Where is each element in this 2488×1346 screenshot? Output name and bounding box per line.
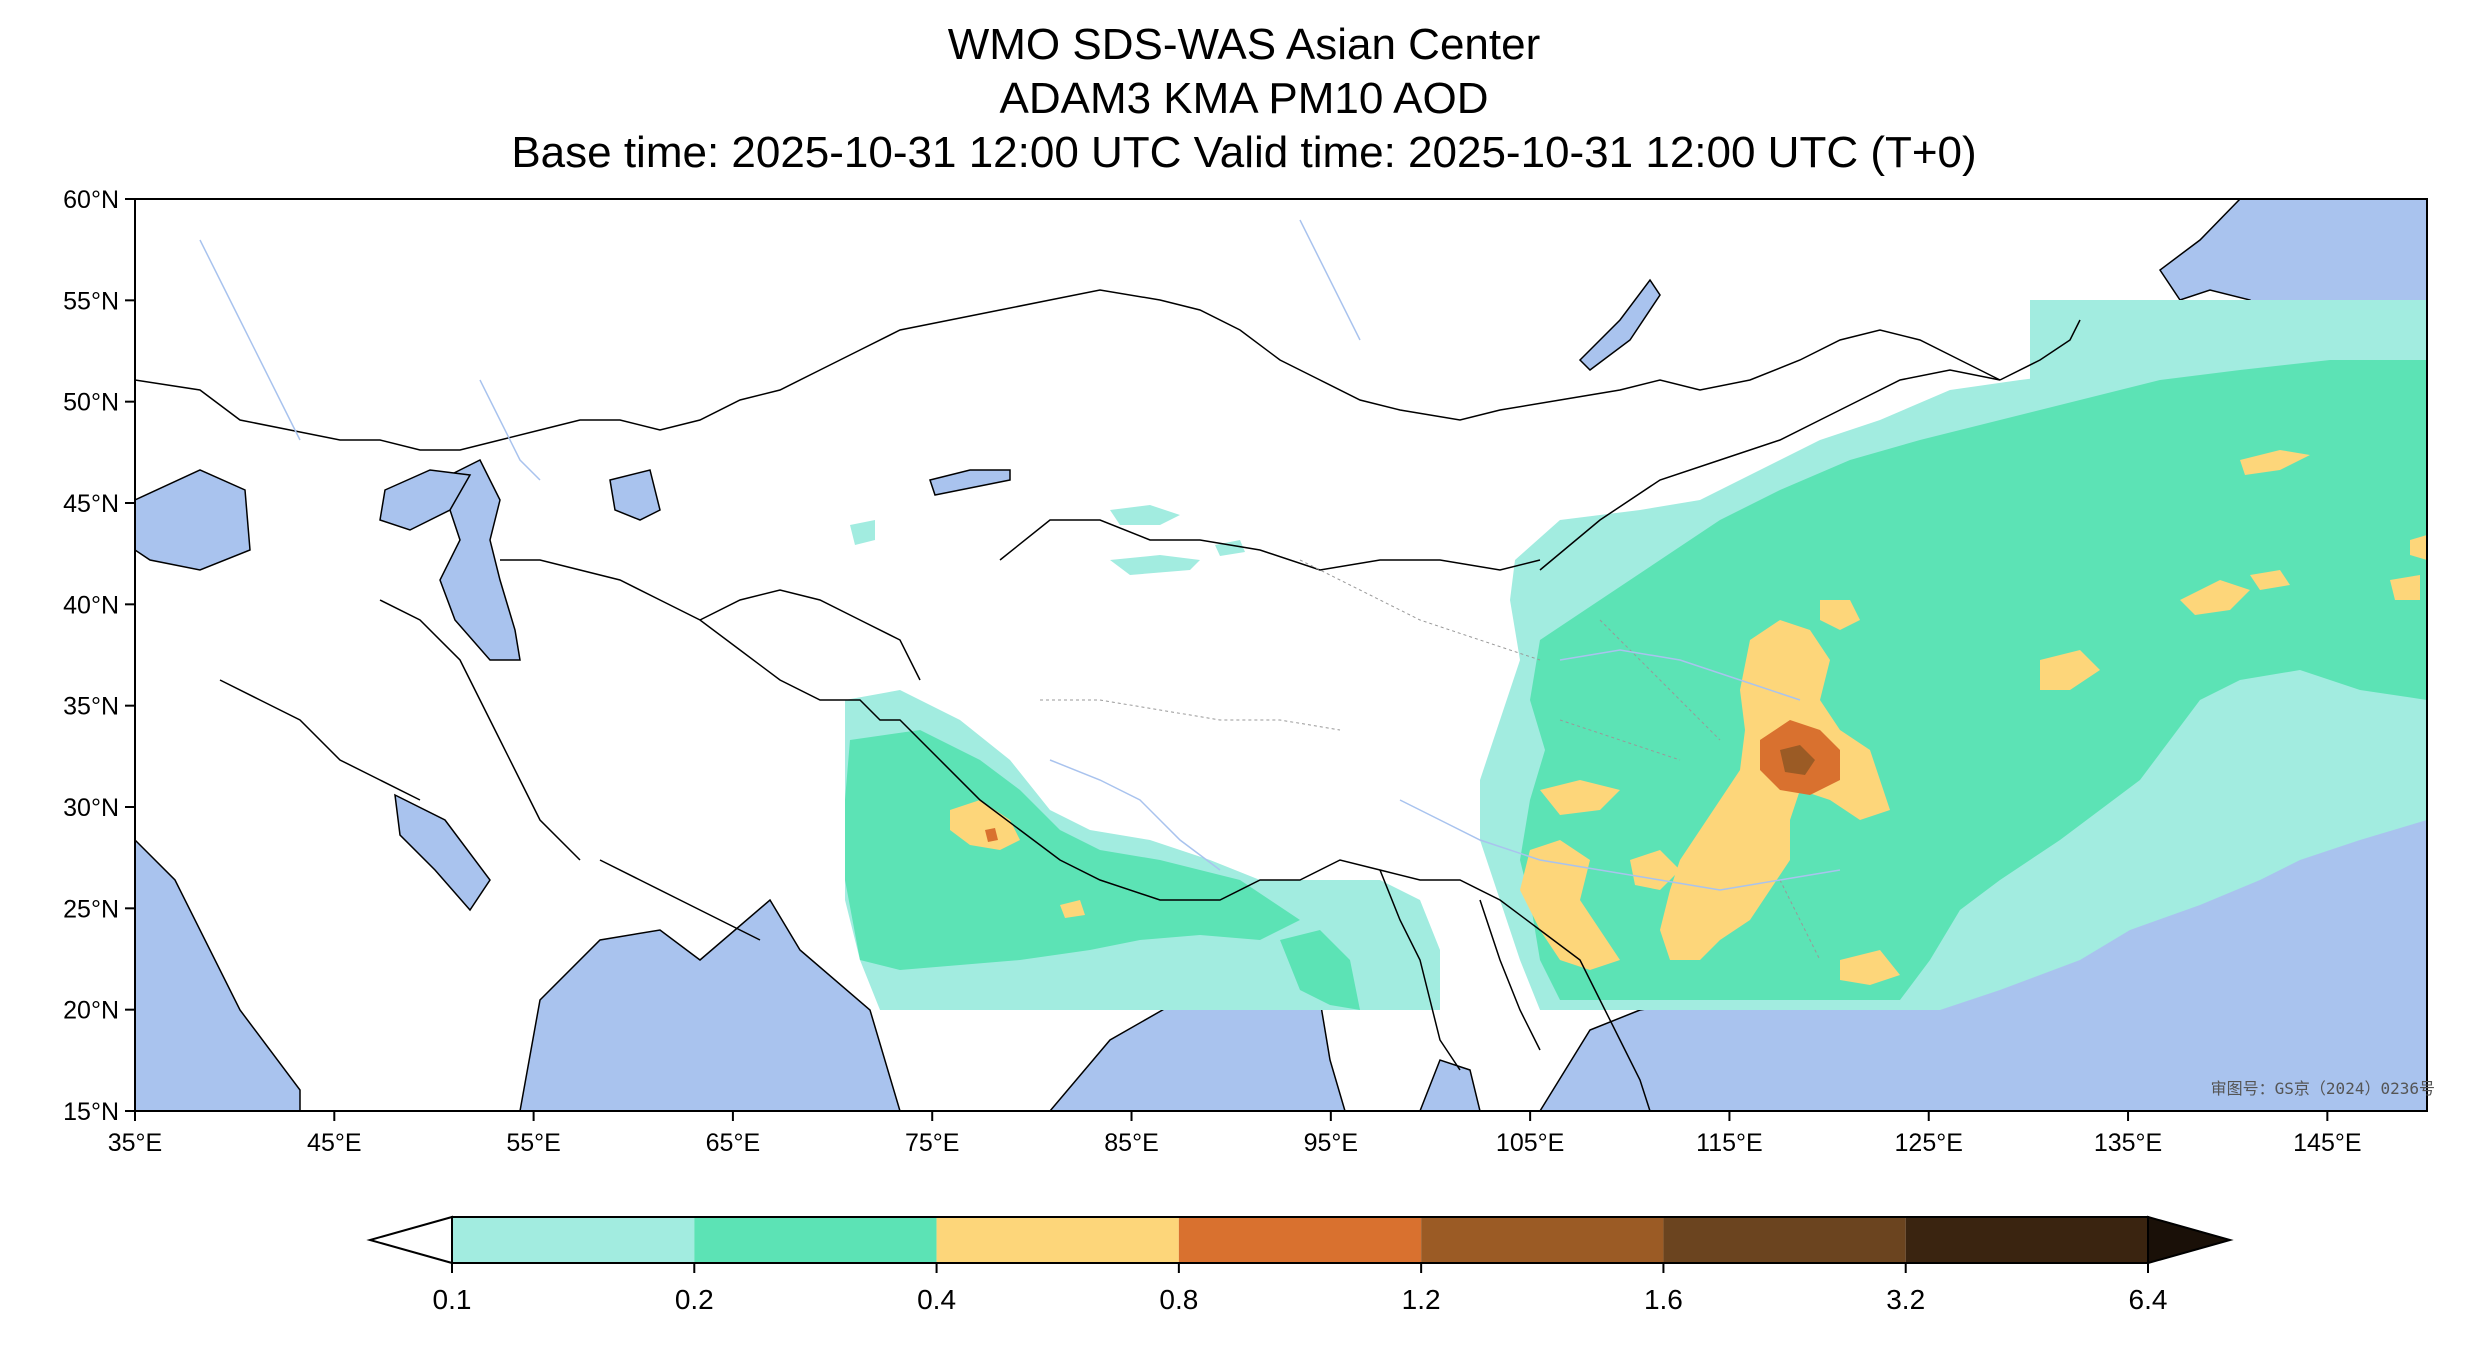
colorbar-segment (1421, 1217, 1664, 1263)
colorbar-segment (452, 1217, 695, 1263)
aod-field-level-3 (950, 450, 2427, 985)
colorbar-segments (452, 1217, 2148, 1263)
colorbar-tick-label: 1.6 (1644, 1284, 1683, 1315)
colorbar-tick-label: 0.8 (1159, 1284, 1198, 1315)
axis-ticks: 35°E 45°E 55°E 65°E 75°E 85°E 95°E 105°E 115°E 12… (63, 186, 2361, 1157)
colorbar-segment (936, 1217, 1179, 1263)
black-sea (135, 469, 251, 571)
colorbar: 0.1 0.2 0.4 0.8 1.2 1.6 3.2 6.4 (366, 1215, 2234, 1315)
rivers (199, 219, 1841, 891)
lat-tick-label: 45°N (63, 490, 119, 518)
colorbar-segment (1663, 1217, 1906, 1263)
lat-tick-label: 55°N (63, 287, 119, 315)
title-line-1: WMO SDS-WAS Asian Center (947, 20, 1541, 69)
caspian-north (379, 469, 472, 531)
colorbar-segment (1178, 1217, 1422, 1263)
title-line-2: ADAM3 KMA PM10 AOD (999, 74, 1489, 123)
map-frame (134, 198, 2428, 1112)
colorbar-extend-max (2147, 1215, 2234, 1265)
lat-tick-label: 40°N (63, 591, 119, 619)
colorbar-tick-label: 0.4 (917, 1284, 956, 1315)
lon-tick-label: 55°E (506, 1129, 560, 1157)
lon-tick-label: 35°E (108, 1129, 162, 1157)
arabian-sea (519, 898, 901, 1111)
lat-tick-label: 60°N (63, 186, 119, 214)
colorbar-tick-label: 6.4 (2129, 1284, 2168, 1315)
persian-gulf (394, 793, 491, 912)
lon-tick-label: 75°E (905, 1129, 959, 1157)
lon-tick-label: 45°E (307, 1129, 361, 1157)
lon-tick-label: 135°E (2094, 1129, 2162, 1157)
lon-tick-label: 85°E (1104, 1129, 1158, 1157)
colorbar-labels: 0.1 0.2 0.4 0.8 1.2 1.6 3.2 6.4 (433, 1263, 2168, 1315)
lat-tick-label: 15°N (63, 1098, 119, 1126)
colorbar-tick-label: 3.2 (1886, 1284, 1925, 1315)
lat-tick-label: 50°N (63, 389, 119, 417)
gulf-of-thailand (1419, 1059, 1481, 1111)
aod-field-level-5 (1780, 745, 1815, 775)
map-title: WMO SDS-WAS Asian Center ADAM3 KMA PM10 … (0, 18, 2488, 180)
lat-tick-label: 35°N (63, 693, 119, 721)
watermark-text: 审图号：GS京（2024）0236号 (2211, 1079, 2435, 1098)
caspian-sea (439, 458, 521, 661)
colorbar-tick-label: 1.2 (1402, 1284, 1441, 1315)
red-sea (135, 838, 301, 1111)
country-borders (135, 289, 2081, 1111)
lon-tick-label: 65°E (706, 1129, 760, 1157)
colorbar-tick-label: 0.1 (433, 1284, 472, 1315)
map-area (135, 199, 2427, 1111)
lon-tick-label: 145°E (2293, 1129, 2361, 1157)
lon-tick-label: 125°E (1895, 1129, 1963, 1157)
aral-sea (609, 469, 661, 521)
lake-balkhash (929, 469, 1011, 496)
colorbar-tick-label: 0.2 (675, 1284, 714, 1315)
lat-tick-label: 25°N (63, 895, 119, 923)
lake-baikal (1578, 278, 1661, 371)
lon-tick-label: 115°E (1696, 1129, 1763, 1157)
lat-tick-label: 20°N (63, 997, 119, 1025)
colorbar-segment (1905, 1217, 2148, 1263)
lat-tick-label: 30°N (63, 794, 119, 822)
title-line-3: Base time: 2025-10-31 12:00 UTC Valid ti… (511, 128, 1977, 177)
lon-tick-label: 95°E (1304, 1129, 1358, 1157)
province-borders (1040, 559, 1821, 961)
lon-tick-label: 105°E (1496, 1129, 1564, 1157)
colorbar-extend-min (366, 1215, 453, 1265)
colorbar-segment (694, 1217, 937, 1263)
colorbar-outline (451, 1216, 2149, 1264)
